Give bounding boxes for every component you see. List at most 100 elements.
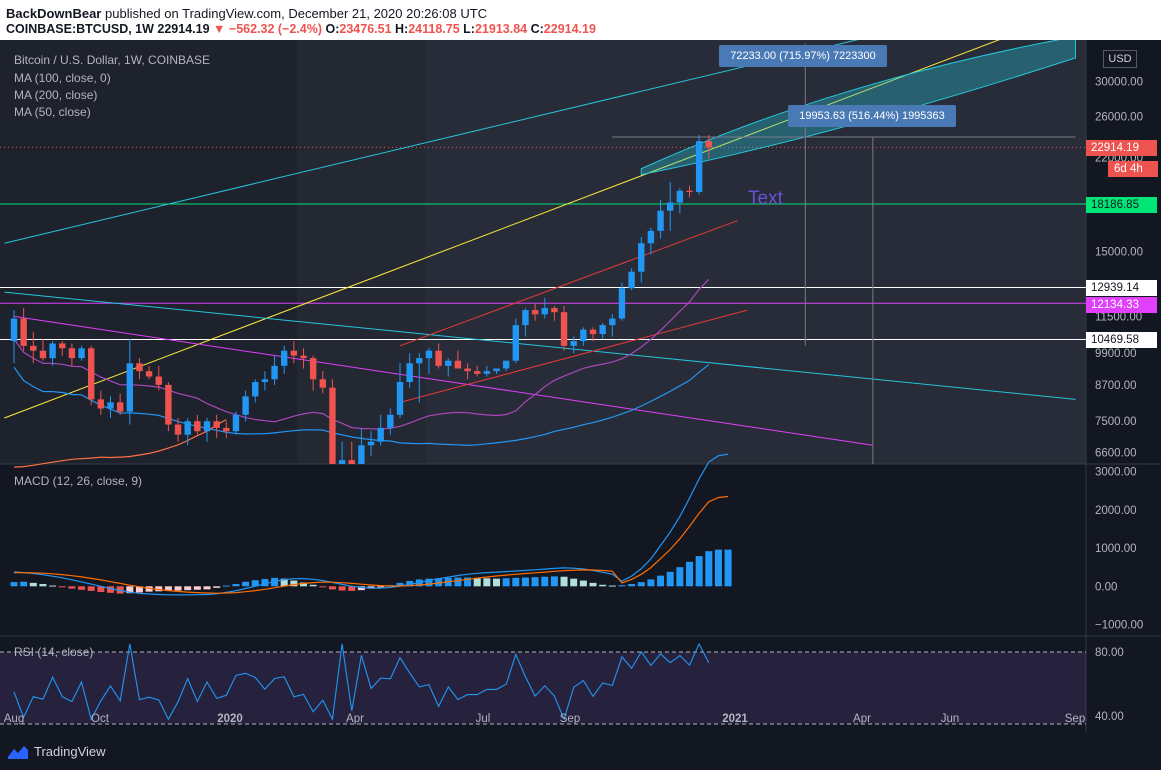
candle-body [184, 421, 191, 435]
trendline-cyan-lower [4, 291, 1076, 400]
candle-body [281, 350, 288, 366]
candle-body [59, 343, 66, 349]
time-tick-label: Oct [91, 713, 110, 725]
candle-body [319, 379, 326, 388]
macd-histogram-bar [203, 586, 211, 590]
macd-histogram-bar [608, 585, 616, 587]
macd-histogram-bar [396, 582, 404, 587]
candle-body [88, 348, 95, 400]
price-tick-label: 15000.00 [1095, 246, 1143, 258]
time-tick-label: 2020 [217, 713, 243, 725]
candle-body [367, 441, 375, 446]
macd-histogram-bar [425, 578, 433, 587]
macd-histogram-bar [242, 581, 250, 587]
macd-histogram-bar [628, 584, 636, 587]
macd-histogram-bar [618, 585, 626, 587]
candle-body [464, 368, 471, 372]
symbol-label: COINBASE:BTCUSD, 1W [6, 22, 154, 36]
macd-histogram-bar [377, 586, 385, 588]
macd-histogram-bar [164, 586, 172, 591]
price-tick-label: 6600.00 [1095, 448, 1137, 460]
time-tick-label: Apr [853, 713, 871, 725]
candle-body [416, 358, 423, 364]
candle-body [242, 396, 249, 415]
candle-body [290, 350, 298, 356]
macd-histogram-bar [676, 567, 684, 587]
macd-histogram-bar [184, 586, 192, 591]
macd-histogram-bar [724, 549, 732, 587]
candle-body [396, 382, 404, 415]
time-tick-label: Apr [346, 713, 364, 725]
signal-line [14, 495, 729, 594]
macd-histogram-bar [145, 586, 153, 592]
ma100-legend: MA (100, close, 0) [14, 71, 111, 85]
candle-body [338, 460, 346, 464]
macd-histogram-bar [686, 561, 693, 587]
macd-histogram-bar [657, 575, 665, 587]
open-value: 23476.51 [339, 22, 392, 36]
footer-bar [0, 732, 1161, 770]
currency-label[interactable]: USD [1103, 50, 1137, 68]
candle-body [522, 310, 529, 326]
author-name[interactable]: BackDownBear [6, 6, 102, 21]
candle-body [647, 230, 655, 244]
macd-histogram-bar [531, 577, 539, 587]
macd-histogram-bar [10, 582, 18, 587]
ma50-legend: MA (50, close) [14, 105, 91, 119]
candle-body [39, 350, 47, 359]
candle-body [570, 341, 577, 346]
tradingview-logo[interactable]: TradingView [8, 744, 106, 759]
candle-body [531, 310, 539, 315]
candle-body [30, 345, 37, 351]
macd-histogram-bar [464, 577, 472, 587]
candle-body [252, 382, 259, 397]
level-label-magenta: 12134.33 [1086, 297, 1157, 313]
macd-histogram-bar [222, 585, 230, 587]
candle-body [261, 379, 269, 383]
candle-body [686, 190, 693, 193]
candle-body [560, 312, 568, 346]
time-tick-label: Sep [560, 713, 580, 725]
macd-histogram-bar [97, 586, 105, 593]
macd-histogram-bar [20, 581, 28, 587]
time-tick-label: 2021 [722, 713, 748, 725]
candle-body [377, 427, 384, 442]
channel-red-lower [399, 309, 748, 403]
macd-histogram-bar [155, 586, 163, 592]
candle-body [174, 424, 182, 435]
macd-histogram-bar [251, 580, 259, 587]
countdown-label: 6d 4h [1108, 161, 1158, 177]
macd-histogram-bar [483, 578, 491, 587]
text-annotation[interactable]: Text [748, 188, 783, 209]
last-price: 22914.19 [157, 22, 210, 36]
price-tick-label: 7500.00 [1095, 416, 1137, 428]
trendline-magenta [13, 315, 873, 446]
price-tick-label: 11500.00 [1095, 311, 1142, 323]
macd-histogram-bar [271, 577, 279, 587]
macd-histogram-bar [714, 549, 722, 587]
candle-body [165, 384, 172, 425]
candle-body [483, 371, 491, 374]
price-tick-label: 30000.00 [1095, 76, 1143, 88]
candle-body [155, 376, 162, 385]
candle-body [213, 421, 220, 428]
macd-histogram-bar [68, 586, 76, 589]
chart-svg[interactable]: 30000.0026000.0022000.0015000.0011500.00… [0, 40, 1161, 732]
time-tick-label: Jul [476, 713, 491, 725]
measure-box-2[interactable]: 19953.63 (516.44%) 1995363 [788, 105, 956, 127]
rsi-line [13, 642, 710, 722]
macd-histogram-bar [541, 576, 549, 587]
tradingview-icon [8, 745, 28, 759]
macd-histogram-bar [107, 586, 114, 593]
candle-body [300, 355, 307, 359]
macd-histogram-bar [570, 578, 578, 587]
measure-box-1[interactable]: 72233.00 (715.97%) 7223300 [719, 45, 887, 67]
candle-body [97, 399, 105, 409]
macd-histogram-bar [521, 577, 529, 587]
ma200-line [13, 419, 227, 468]
candle-body [348, 460, 355, 464]
candle-body [232, 414, 240, 432]
macd-histogram-bar [637, 582, 645, 587]
publish-info: published on TradingView.com, December 2… [105, 6, 488, 21]
candle-body [609, 318, 616, 326]
